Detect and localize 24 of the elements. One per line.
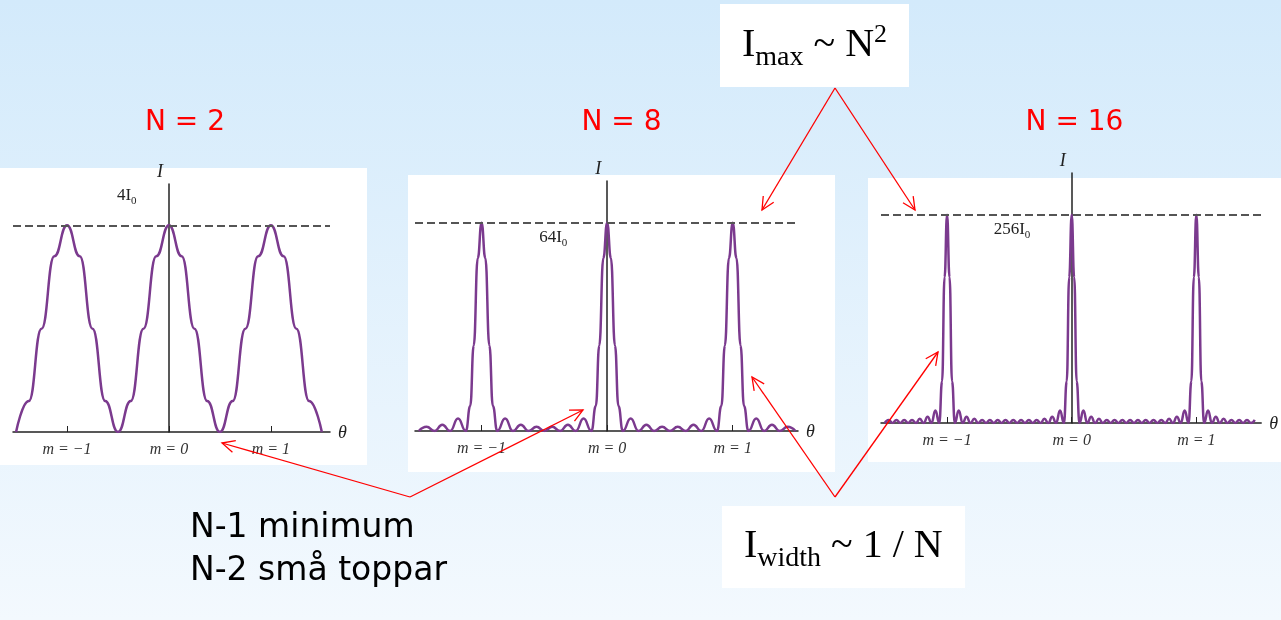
- text: I$_{max}$ ~ N$^{2}$: [720, 4, 910, 87]
- x-axis-title: θ: [1269, 413, 1279, 433]
- x-tick-label: m = 1: [713, 438, 752, 456]
- x-tick-label: m = 0: [587, 438, 627, 456]
- ref-line-label: 256I$_{0}$: [993, 218, 1031, 241]
- y-axis-title: I: [1058, 150, 1067, 170]
- text: N-1 minimum N-2 små toppar: [190, 505, 447, 590]
- chart-title: N = 8: [581, 103, 662, 137]
- text: I$_{width}$ ~ 1 / N: [722, 506, 965, 588]
- x-tick-label: m = 1: [1177, 430, 1216, 448]
- x-tick-label: m = 1: [251, 439, 291, 457]
- ref-line-label: 64I$_{0}$: [539, 226, 568, 249]
- y-axis-title: I: [155, 161, 164, 181]
- chart-title: N = 16: [1025, 103, 1124, 137]
- x-tick-label: m = 0: [149, 439, 189, 457]
- x-tick-label: m = 0: [1052, 430, 1091, 448]
- y-axis-title: I: [594, 158, 603, 178]
- x-tick-label: m = −1: [42, 439, 92, 457]
- x-tick-label: m = −1: [456, 438, 507, 456]
- x-axis-title: θ: [338, 422, 347, 442]
- x-tick-label: m = −1: [922, 430, 972, 448]
- x-axis-title: θ: [806, 421, 815, 441]
- ref-line-label: 4I$_{0}$: [116, 185, 137, 207]
- chart-title: N = 2: [144, 103, 226, 137]
